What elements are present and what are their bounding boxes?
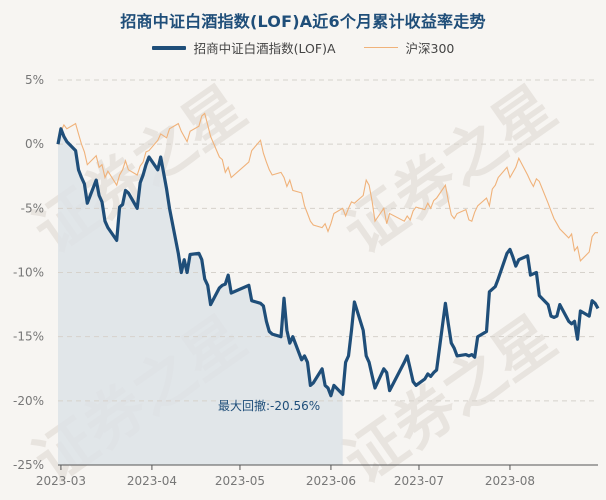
legend-item-hs300: 沪深300 [363, 38, 455, 57]
x-tick-label: 2023-04 [127, 474, 177, 488]
chart-title: 招商中证白酒指数(LOF)A近6个月累计收益率走势 [120, 12, 486, 31]
y-tick-label: 5% [25, 73, 44, 87]
x-tick-label: 2023-08 [485, 474, 535, 488]
legend-label-hs300: 沪深300 [405, 41, 455, 56]
y-tick-label: -5% [21, 201, 44, 215]
y-tick-label: -10% [13, 266, 44, 280]
legend-swatch-hs300 [363, 47, 398, 48]
x-tick-label: 2023-07 [394, 474, 444, 488]
x-tick-label: 2023-03 [36, 474, 86, 488]
legend-swatch-fund [151, 45, 186, 50]
legend-item-fund: 招商中证白酒指数(LOF)A [151, 38, 336, 57]
legend: 招商中证白酒指数(LOF)A 沪深300 [0, 38, 606, 57]
watermark-text: 证券之星 [332, 73, 569, 268]
series-line-hs300 [57, 112, 598, 263]
y-tick-label: -15% [13, 330, 44, 344]
x-tick-label: 2023-05 [215, 474, 265, 488]
y-tick-label: -20% [13, 394, 44, 408]
x-axis: 2023-03 2023-04 2023-05 2023-06 2023-07 2023-… [36, 464, 598, 488]
max-drawdown-annotation: 最大回撤:-20.56% [218, 398, 320, 413]
y-axis: 5% 0% -5% -10% -15% -20% -25% [13, 73, 44, 472]
max-drawdown-area [58, 128, 343, 466]
x-tick-label: 2023-06 [306, 474, 356, 488]
series-line-fund [56, 127, 600, 398]
y-tick-label: -25% [13, 458, 44, 472]
y-tick-label: 0% [25, 137, 44, 151]
legend-label-fund: 招商中证白酒指数(LOF)A [193, 41, 336, 56]
